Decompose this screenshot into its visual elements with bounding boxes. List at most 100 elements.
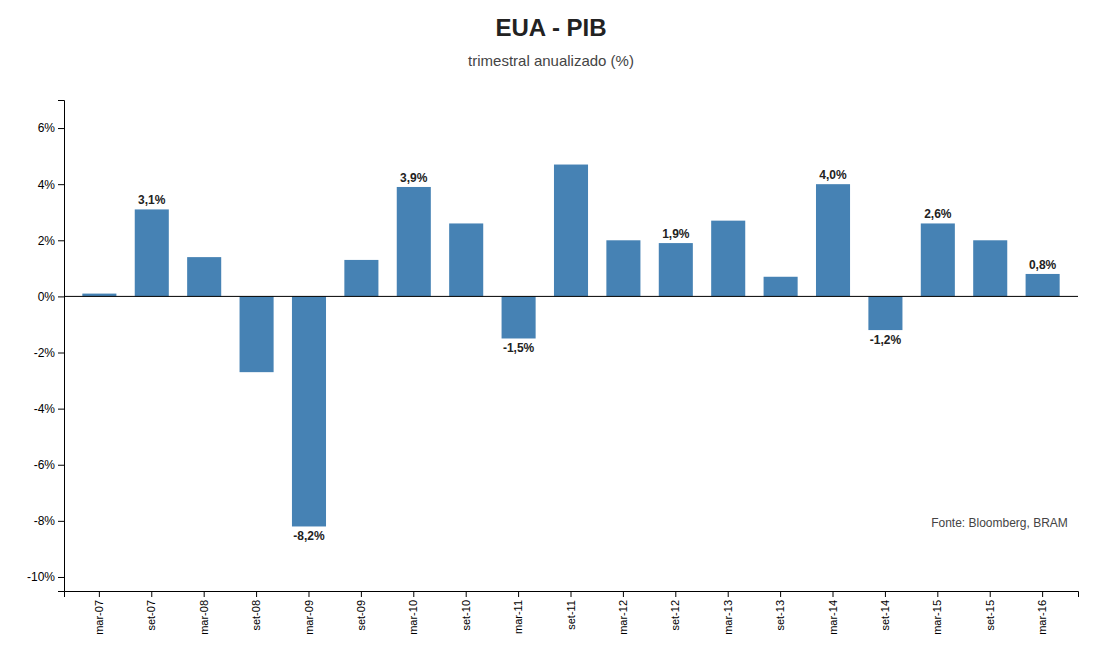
y-tick-mark xyxy=(58,128,64,129)
y-tick-label: -8% xyxy=(34,514,56,528)
x-tick-mark xyxy=(413,591,414,597)
x-tick: mar-14 xyxy=(827,591,839,635)
x-tick-mark xyxy=(204,591,205,597)
bar xyxy=(502,296,536,338)
y-tick-mark xyxy=(58,296,64,297)
data-label: -1,2% xyxy=(870,333,902,347)
bar xyxy=(397,187,431,296)
x-tick-label: set-09 xyxy=(355,600,367,631)
x-tick: mar-07 xyxy=(93,591,105,635)
chart: EUA - PIBtrimestral anualizado (%)-10%-8… xyxy=(0,0,1102,661)
y-tick: 4% xyxy=(38,178,64,192)
x-tick: set-14 xyxy=(879,591,891,631)
x-tick-label: mar-07 xyxy=(93,600,105,635)
x-tick-label: set-07 xyxy=(145,600,157,631)
x-tick-label: set-15 xyxy=(984,600,996,631)
bar xyxy=(606,240,640,296)
y-tick-label: -4% xyxy=(34,402,56,416)
x-tick-label: mar-16 xyxy=(1036,600,1048,635)
x-tick: set-07 xyxy=(145,591,157,631)
y-tick-label: 2% xyxy=(38,234,56,248)
x-axis-line xyxy=(65,592,1079,598)
y-tick: -8% xyxy=(34,514,64,528)
bar xyxy=(921,223,955,296)
y-axis-line xyxy=(58,101,65,592)
x-tick-mark xyxy=(833,591,834,597)
y-tick: -10% xyxy=(27,570,64,584)
x-tick-mark xyxy=(885,591,886,597)
x-tick-mark xyxy=(1042,591,1043,597)
data-label: 0,8% xyxy=(1029,258,1057,272)
x-tick-mark xyxy=(308,591,309,597)
data-labels: 3,1%-8,2%3,9%-1,5%1,9%4,0%-1,2%2,6%0,8% xyxy=(138,168,1057,543)
data-label: 1,9% xyxy=(662,227,690,241)
x-tick-label: mar-11 xyxy=(512,600,524,634)
x-tick-label: mar-15 xyxy=(931,600,943,635)
bar xyxy=(711,221,745,297)
x-tick-mark xyxy=(937,591,938,597)
x-tick-mark xyxy=(571,591,572,597)
x-tick-label: set-11 xyxy=(565,600,577,630)
data-label: -8,2% xyxy=(293,529,325,543)
y-tick: -4% xyxy=(34,402,64,416)
bar xyxy=(659,243,693,296)
y-tick-label: 6% xyxy=(38,121,56,135)
x-tick: set-12 xyxy=(669,591,681,631)
x-tick-mark xyxy=(518,591,519,597)
y-tick: 6% xyxy=(38,121,64,135)
y-tick-label: -2% xyxy=(34,346,56,360)
x-tick-mark xyxy=(728,591,729,597)
x-tick: set-13 xyxy=(774,591,786,631)
bar xyxy=(764,277,798,297)
y-tick-mark xyxy=(58,465,64,466)
x-tick: set-15 xyxy=(984,591,996,631)
y-tick: 2% xyxy=(38,234,64,248)
x-tick-label: mar-10 xyxy=(407,600,419,635)
plot: -10% -8% -6% -4% -2% 0% 2% 4% 6% mar-07 set-07 mar-… xyxy=(27,101,1079,635)
x-tick-label: set-14 xyxy=(879,600,891,631)
y-axis: -10% -8% -6% -4% -2% 0% 2% 4% 6% xyxy=(27,101,65,592)
y-tick-mark xyxy=(58,521,64,522)
x-tick-label: mar-14 xyxy=(827,600,839,635)
x-tick: mar-15 xyxy=(931,591,943,635)
data-label: 4,0% xyxy=(819,168,847,182)
bar xyxy=(240,296,274,372)
x-tick-mark xyxy=(675,591,676,597)
x-tick-mark xyxy=(151,591,152,597)
x-tick: mar-08 xyxy=(198,591,210,635)
y-tick-label: 4% xyxy=(38,178,56,192)
x-tick: mar-12 xyxy=(617,591,629,635)
zero-line xyxy=(64,296,1078,297)
bar xyxy=(449,223,483,296)
y-tick-label: 0% xyxy=(38,290,56,304)
y-tick-mark xyxy=(58,409,64,410)
x-tick-label: set-12 xyxy=(669,600,681,631)
x-tick: mar-11 xyxy=(512,591,524,634)
data-label: 2,6% xyxy=(924,207,952,221)
x-tick: mar-10 xyxy=(407,591,419,635)
x-tick-mark xyxy=(361,591,362,597)
x-tick-label: set-10 xyxy=(460,600,472,631)
x-tick: set-09 xyxy=(355,591,367,631)
x-tick-mark xyxy=(780,591,781,597)
data-label: 3,1% xyxy=(138,193,166,207)
x-tick-label: mar-13 xyxy=(722,600,734,635)
y-tick-mark xyxy=(58,184,64,185)
bar xyxy=(868,296,902,330)
bar xyxy=(135,209,169,296)
data-label: -1,5% xyxy=(503,341,535,355)
bar xyxy=(973,240,1007,296)
bars xyxy=(82,165,1059,527)
x-tick: mar-09 xyxy=(303,591,315,635)
bar xyxy=(554,165,588,297)
x-tick-mark xyxy=(466,591,467,597)
x-tick: mar-13 xyxy=(722,591,734,635)
bar xyxy=(187,257,221,296)
y-tick: 0% xyxy=(38,290,64,304)
bar xyxy=(292,296,326,526)
y-tick-mark xyxy=(58,353,64,354)
x-tick-mark xyxy=(99,591,100,597)
x-tick: set-10 xyxy=(460,591,472,631)
y-tick-label: -6% xyxy=(34,458,56,472)
x-tick-label: mar-12 xyxy=(617,600,629,635)
